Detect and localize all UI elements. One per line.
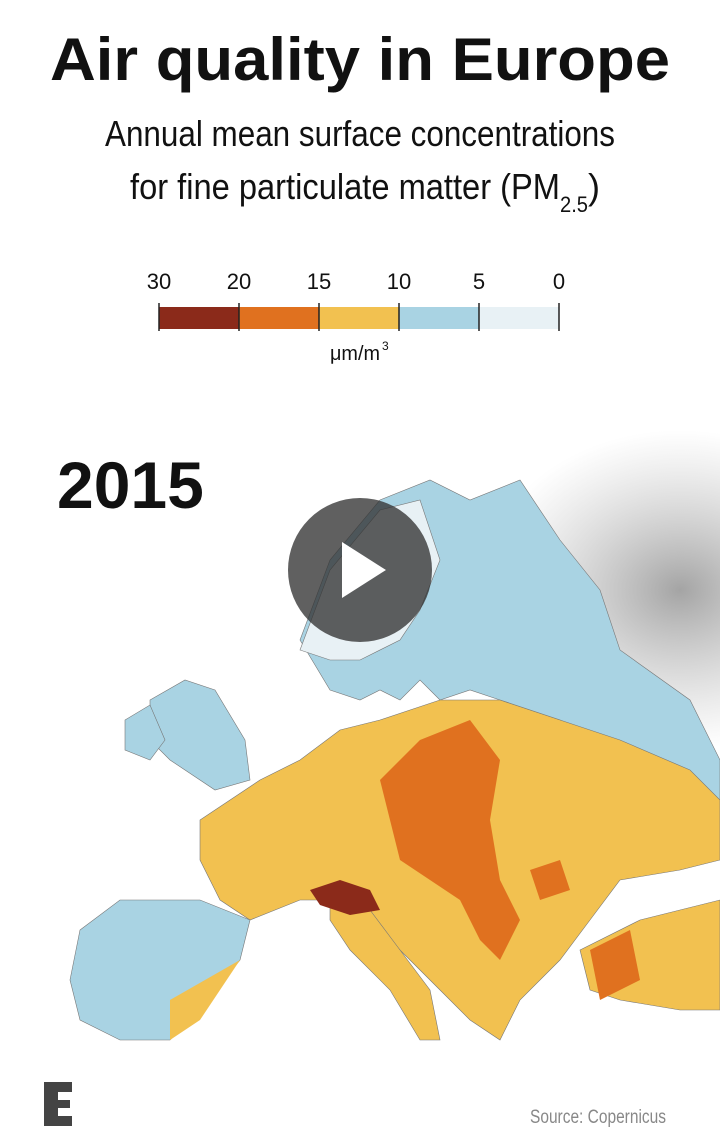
logo: [44, 1082, 72, 1126]
legend-tick-label: 20: [227, 269, 251, 294]
legend-tick-label: 5: [473, 269, 485, 294]
legend-segment: [319, 307, 399, 329]
legend-segment: [239, 307, 319, 329]
subtitle: Annual mean surface concentrations: [105, 113, 615, 154]
year: 2015: [57, 448, 204, 522]
legend: 30 20 15 10 5 0: [147, 269, 565, 331]
legend-segment: [399, 307, 479, 329]
legend-tick-label: 10: [387, 269, 411, 294]
title: Air quality in Europe: [50, 26, 670, 93]
superscript: 3: [382, 339, 389, 353]
legend-segment: [159, 307, 239, 329]
play-button[interactable]: [288, 498, 432, 642]
subscript: 2.5: [560, 192, 588, 217]
legend-tick-label: 0: [553, 269, 565, 294]
legend-tick-label: 30: [147, 269, 171, 294]
subtitle: ): [588, 166, 600, 207]
legend-tick-label: 15: [307, 269, 331, 294]
unit: μm/m: [330, 343, 380, 365]
subtitle: for fine particulate matter (PM: [130, 166, 560, 207]
source: Source: Copernicus: [530, 1107, 666, 1128]
legend-segment: [479, 307, 559, 329]
